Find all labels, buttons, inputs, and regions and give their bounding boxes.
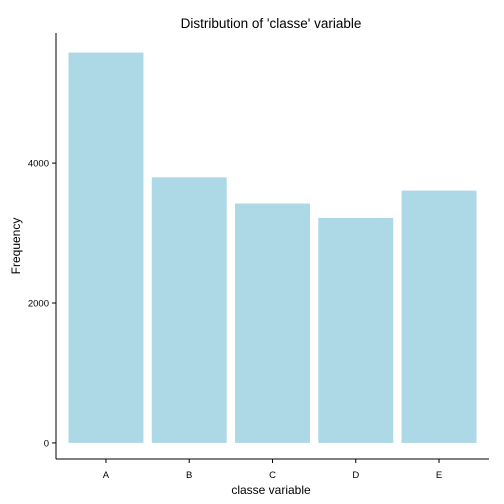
bar-E bbox=[401, 190, 477, 443]
y-ticks-group: 0 2000 4000 bbox=[28, 159, 56, 449]
x-tick-label-E: E bbox=[436, 470, 442, 481]
x-tick-label-B: B bbox=[186, 470, 192, 481]
bar-C bbox=[235, 203, 310, 443]
x-tick-label-A: A bbox=[103, 470, 110, 481]
bar-A bbox=[68, 52, 144, 443]
y-tick-label-2000: 2000 bbox=[28, 299, 49, 310]
y-axis-title: Frequency bbox=[9, 218, 23, 275]
y-tick-label-4000: 4000 bbox=[28, 159, 49, 170]
x-tick-label-C: C bbox=[269, 470, 276, 481]
y-tick-label-0: 0 bbox=[44, 438, 49, 449]
x-axis-title: classe variable bbox=[231, 483, 311, 497]
bars-group bbox=[68, 52, 477, 443]
x-ticks-group: A B C D E bbox=[103, 459, 442, 481]
x-tick-label-D: D bbox=[352, 470, 359, 481]
bar-B bbox=[151, 177, 227, 443]
bar-D bbox=[318, 217, 394, 443]
chart-title: Distribution of 'classe' variable bbox=[181, 16, 362, 31]
